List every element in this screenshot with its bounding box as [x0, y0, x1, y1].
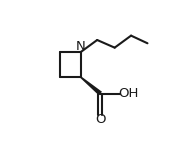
Text: O: O [95, 113, 106, 126]
Text: OH: OH [118, 87, 139, 100]
Text: N: N [76, 39, 86, 53]
Polygon shape [80, 77, 102, 95]
